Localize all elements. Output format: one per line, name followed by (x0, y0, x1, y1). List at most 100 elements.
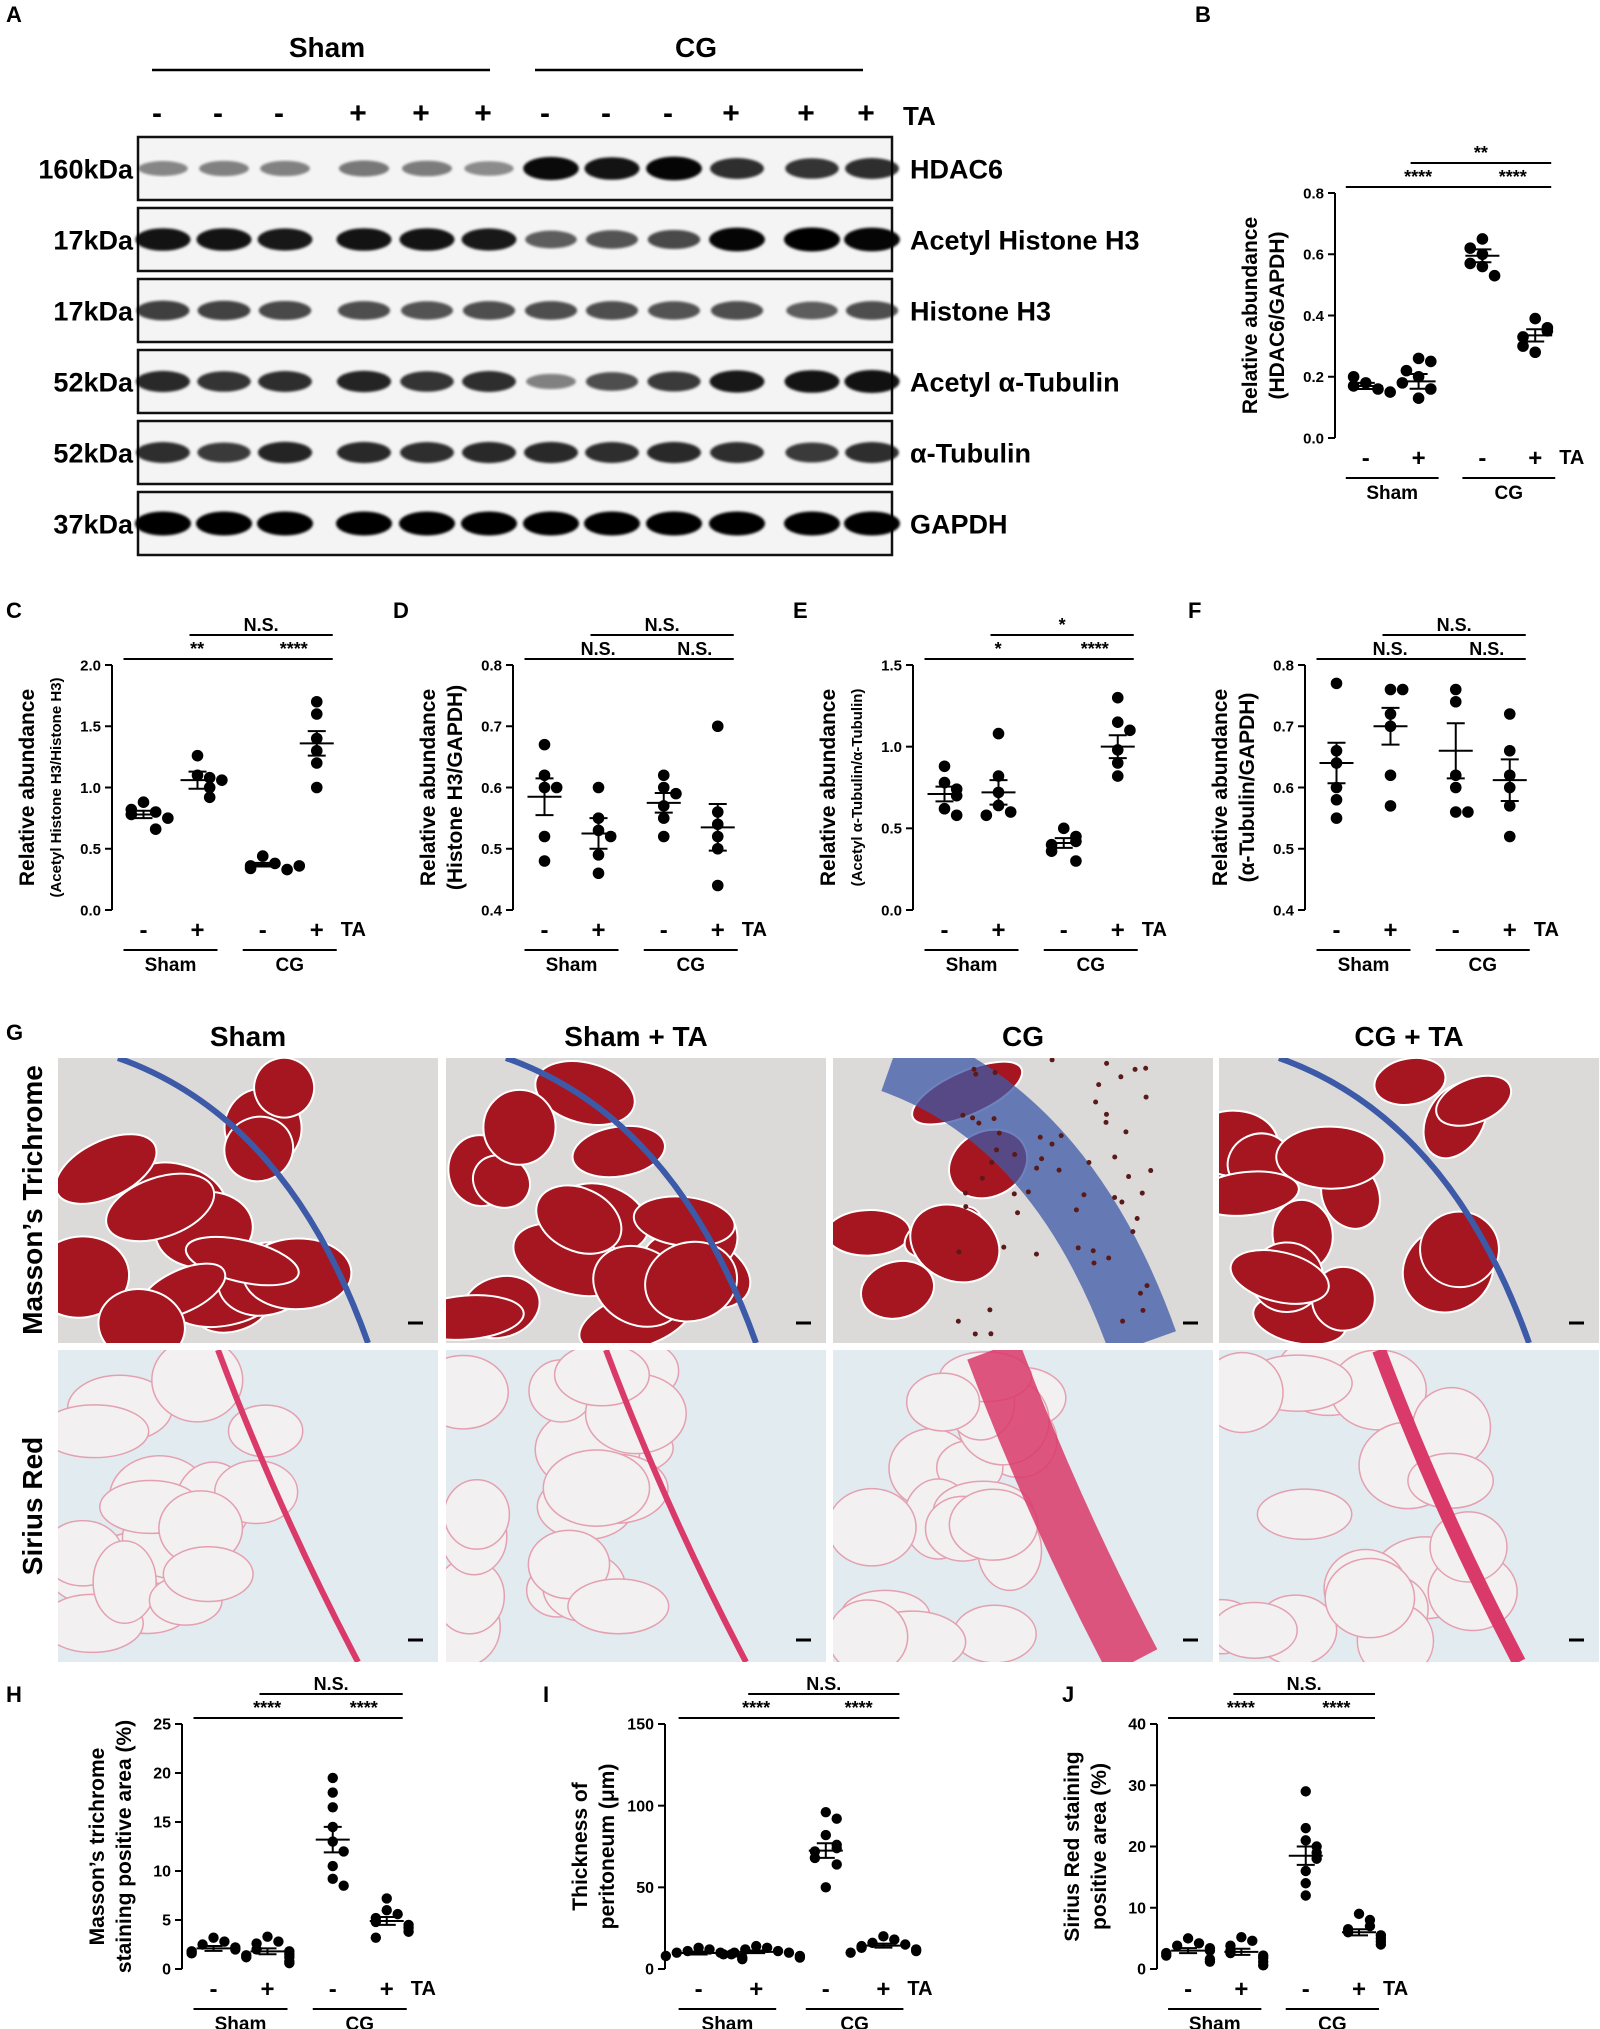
blot-protein-label: HDAC6 (910, 155, 1003, 185)
blot-band (786, 301, 838, 320)
collagen-layer (967, 1350, 1158, 1662)
muscle-fibre-outline (162, 1545, 254, 1603)
data-point (1045, 845, 1058, 857)
y-tick-label: 0.6 (1303, 247, 1324, 264)
data-point (670, 787, 682, 800)
data-point (310, 781, 323, 794)
data-point (1396, 683, 1409, 696)
y-tick-label: 20 (1128, 1839, 1146, 1856)
data-point (203, 791, 216, 804)
data-point (737, 1954, 748, 1965)
muscle-fibre-outline (92, 1540, 157, 1625)
y-axis-label: (Acetyl Histone H3/Histone H3) (48, 677, 65, 897)
data-point (1111, 757, 1124, 769)
y-axis-label: (HDAC6/GAPDH) (1266, 232, 1289, 400)
data-point (1004, 806, 1017, 818)
chart-c: 0.0 0.5 1.0 1.5 2.0 Relative abundance (Acetyl… (16, 615, 366, 976)
data-point (1541, 325, 1554, 337)
data-point (1517, 331, 1529, 343)
x-ta-label: TA (341, 919, 366, 941)
blot-band (709, 370, 765, 393)
x-sign-label: + (1352, 1976, 1366, 2003)
data-point (1503, 800, 1516, 812)
data-point (310, 757, 323, 769)
x-group-label: Sham (546, 955, 598, 976)
blot-band (845, 442, 899, 463)
data-point (671, 1947, 682, 1958)
data-point (1375, 1939, 1387, 1950)
blot-band (135, 511, 191, 536)
significance-label: N.S. (314, 1674, 349, 1694)
data-point (1330, 677, 1343, 690)
histology-col-sham: Sham (210, 1021, 286, 1052)
y-tick-label: 10 (1128, 1900, 1146, 1917)
y-tick-label: 15 (153, 1815, 171, 1832)
blot-row: 37kDa GAPDH (53, 490, 1008, 557)
blot-band (845, 158, 899, 179)
data-point (1347, 370, 1360, 383)
significance-label: **** (742, 1698, 770, 1718)
data-point (1449, 695, 1462, 708)
y-axis-label: Relative abundance (1239, 217, 1262, 414)
muscle-fibre-outline (952, 1604, 1037, 1662)
blot-protein-label: Histone H3 (910, 297, 1051, 327)
y-tick-label: 10 (153, 1864, 171, 1881)
blot-size-label: 52kDa (53, 439, 134, 469)
data-point (592, 867, 605, 880)
y-tick-label: 0.0 (881, 902, 902, 919)
significance-label: **** (253, 1698, 281, 1718)
x-sign-label: + (1528, 445, 1542, 472)
y-axis-label: Relative abundance (1209, 689, 1232, 886)
data-point (910, 1945, 922, 1957)
data-point (820, 1882, 831, 1893)
data-point (1412, 352, 1425, 365)
x-group-label: Sham (1366, 483, 1418, 504)
x-ta-label: TA (1534, 919, 1559, 941)
data-point (256, 850, 269, 862)
data-point (1488, 269, 1501, 282)
x-group-label: Sham (1338, 955, 1390, 976)
data-point (327, 1873, 338, 1885)
blot-band (461, 228, 517, 251)
blot-band (585, 442, 639, 463)
blot-band (647, 441, 701, 464)
data-point (149, 823, 162, 835)
data-point (550, 781, 563, 794)
data-point (1503, 708, 1516, 720)
muscle-fibre (1435, 1074, 1513, 1127)
blot-ta-sign: + (857, 97, 875, 130)
data-point (370, 1932, 382, 1943)
y-tick-label: 1.0 (881, 739, 902, 756)
x-sign-label: - (695, 1976, 703, 2003)
blot-ta-sign: - (274, 97, 284, 130)
data-point (1330, 781, 1343, 794)
masson-image (1219, 1058, 1599, 1343)
muscle-fibre (482, 1088, 557, 1166)
muscle-fibre (446, 1294, 525, 1341)
x-sign-label: + (591, 917, 605, 944)
blot-band (646, 511, 702, 536)
data-point (729, 1947, 740, 1958)
data-point (338, 1880, 349, 1891)
x-group-label: CG (1318, 2014, 1347, 2029)
masson-image (446, 1058, 826, 1343)
data-point (1330, 812, 1343, 824)
data-point (1384, 683, 1397, 696)
significance-label: * (1059, 615, 1066, 635)
panel-letter-d: D (393, 598, 409, 623)
data-point (262, 1931, 273, 1942)
data-point (1057, 822, 1070, 835)
x-sign-label: - (1333, 917, 1341, 944)
x-sign-label: - (140, 917, 148, 944)
x-sign-label: - (1184, 1976, 1192, 2003)
chart-f: 0.4 0.5 0.6 0.7 0.8 Relative abundance (α-Tubu… (1209, 615, 1559, 976)
blot-band (197, 371, 251, 392)
y-tick-label: 1.0 (80, 780, 101, 797)
y-tick-label: 0.5 (481, 841, 502, 858)
data-point (1384, 800, 1397, 812)
chart-d: 0.4 0.5 0.6 0.7 0.8 Relative abundance (Histon… (417, 615, 767, 976)
blot-band (710, 158, 764, 179)
data-point (1070, 855, 1082, 867)
blot-band (197, 300, 251, 321)
